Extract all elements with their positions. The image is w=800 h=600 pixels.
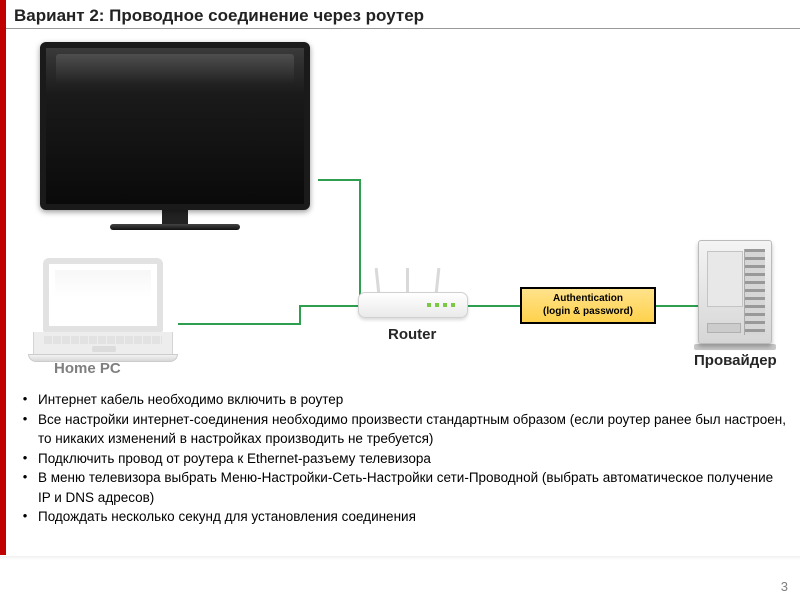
bullet-list: • Интернет кабель необходимо включить в … bbox=[12, 390, 788, 527]
server-base bbox=[694, 344, 776, 350]
router-node bbox=[358, 292, 468, 318]
bullet-text: Подождать несколько секунд для установле… bbox=[38, 507, 788, 527]
tv-neck bbox=[162, 210, 188, 224]
list-item: • Подождать несколько секунд для установ… bbox=[12, 507, 788, 527]
bullet-dot-icon: • bbox=[12, 449, 38, 467]
label-home-pc: Home PC bbox=[54, 360, 121, 377]
network-diagram: Authentication (login & password) Home P… bbox=[0, 30, 800, 370]
list-item: • Интернет кабель необходимо включить в … bbox=[12, 390, 788, 410]
title-underline bbox=[6, 28, 800, 29]
list-item: • Все настройки интернет-соединения необ… bbox=[12, 410, 788, 449]
bullet-dot-icon: • bbox=[12, 507, 38, 525]
page-title: Вариант 2: Проводное соединение через ро… bbox=[14, 6, 424, 26]
tv-node bbox=[40, 42, 310, 230]
bullet-text: В меню телевизора выбрать Меню-Настройки… bbox=[38, 468, 788, 507]
auth-line2: (login & password) bbox=[526, 306, 650, 319]
router-antenna-icon bbox=[435, 268, 441, 294]
router-antenna-icon bbox=[375, 268, 381, 294]
server-slot bbox=[707, 323, 741, 333]
laptop-node bbox=[28, 258, 178, 362]
router-body-icon bbox=[358, 292, 468, 318]
bullet-dot-icon: • bbox=[12, 410, 38, 428]
bottom-shadow bbox=[0, 556, 800, 560]
auth-line1: Authentication bbox=[526, 293, 650, 306]
tv-screen-icon bbox=[40, 42, 310, 210]
list-item: • В меню телевизора выбрать Меню-Настрой… bbox=[12, 468, 788, 507]
bullet-text: Подключить провод от роутера к Ethernet-… bbox=[38, 449, 788, 469]
laptop-keyboard bbox=[33, 332, 173, 354]
tv-base bbox=[110, 224, 240, 230]
server-node bbox=[698, 240, 772, 350]
label-router: Router bbox=[388, 326, 436, 343]
auth-box: Authentication (login & password) bbox=[520, 287, 656, 324]
router-antenna-icon bbox=[406, 268, 409, 294]
server-body-icon bbox=[698, 240, 772, 344]
bullet-text: Все настройки интернет-соединения необхо… bbox=[38, 410, 788, 449]
label-provider: Провайдер bbox=[694, 352, 777, 369]
bullet-text: Интернет кабель необходимо включить в ро… bbox=[38, 390, 788, 410]
bullet-dot-icon: • bbox=[12, 390, 38, 408]
laptop-screen-icon bbox=[43, 258, 163, 332]
bullet-dot-icon: • bbox=[12, 468, 38, 486]
list-item: • Подключить провод от роутера к Etherne… bbox=[12, 449, 788, 469]
page-number: 3 bbox=[781, 579, 788, 594]
